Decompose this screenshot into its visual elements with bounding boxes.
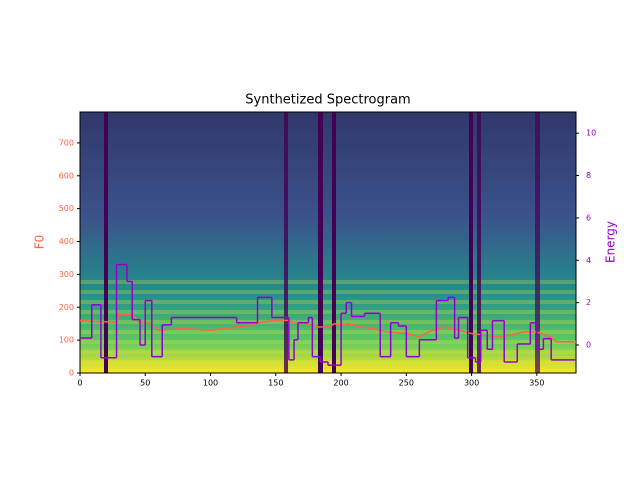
y-tick-label: 100	[59, 336, 74, 345]
spectrogram	[80, 112, 576, 373]
y2-tick-label: 8	[586, 171, 591, 180]
y-tick-label: 700	[59, 138, 74, 147]
y2-axis-label: Energy	[604, 221, 618, 263]
x-tick-label: 200	[333, 379, 348, 388]
y-tick-label: 300	[59, 270, 74, 279]
y-tick-label: 400	[59, 237, 74, 246]
x-tick-label: 250	[399, 379, 414, 388]
y2-tick-label: 6	[586, 213, 591, 222]
y2-tick-label: 2	[586, 298, 591, 307]
chart-title: Synthetized Spectrogram	[245, 93, 410, 108]
y-tick-label: 200	[59, 303, 74, 312]
y-axis-label: F0	[33, 235, 47, 250]
f0-line	[79, 313, 576, 343]
plot-frame	[79, 111, 577, 374]
x-tick-label: 50	[140, 379, 150, 388]
y-tick-label: 500	[59, 204, 74, 213]
x-tick-label: 100	[203, 379, 218, 388]
y2-tick-label: 4	[586, 256, 591, 265]
x-tick-label: 350	[529, 379, 544, 388]
y-tick-label: 0	[69, 369, 74, 378]
y-tick-label: 600	[59, 171, 74, 180]
x-tick-label: 300	[464, 379, 479, 388]
y2-tick-label: 0	[586, 341, 591, 350]
x-tick-label: 150	[268, 379, 283, 388]
x-tick-label: 0	[77, 379, 82, 388]
y2-tick-label: 10	[586, 129, 596, 138]
